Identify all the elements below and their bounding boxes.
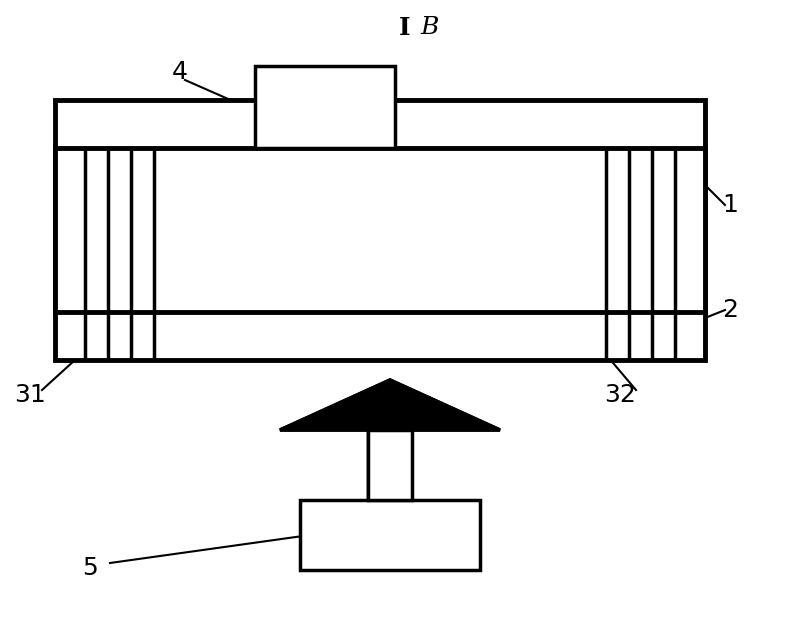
Bar bbox=[255, 66, 395, 148]
Text: 4: 4 bbox=[172, 60, 188, 84]
Bar bbox=[55, 148, 705, 312]
Text: 5: 5 bbox=[82, 556, 98, 580]
Text: I: I bbox=[399, 406, 411, 430]
Bar bbox=[55, 100, 705, 360]
Bar bbox=[368, 430, 412, 500]
Bar bbox=[300, 500, 480, 570]
Polygon shape bbox=[280, 380, 500, 500]
Text: B: B bbox=[421, 406, 439, 430]
Text: 1: 1 bbox=[722, 193, 738, 217]
Text: I: I bbox=[399, 16, 411, 40]
Text: 31: 31 bbox=[14, 383, 46, 407]
Text: B: B bbox=[421, 16, 439, 40]
Text: 2: 2 bbox=[722, 298, 738, 322]
Polygon shape bbox=[280, 380, 500, 430]
Text: 32: 32 bbox=[604, 383, 636, 407]
